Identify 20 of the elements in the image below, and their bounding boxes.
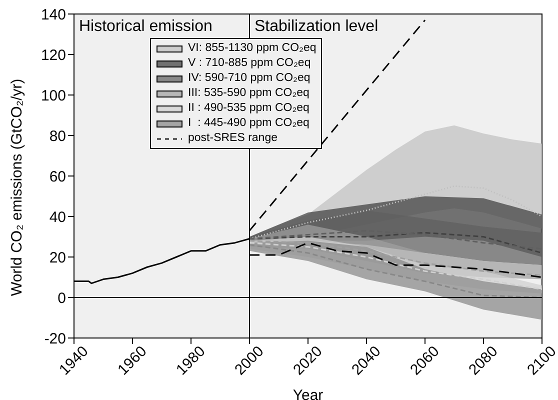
y-tick-label: 40 — [49, 208, 66, 226]
legend-label: I : 445-490 ppm CO₂eq — [188, 116, 310, 131]
y-tick-label: 120 — [40, 46, 66, 64]
legend-label: III: 535-590 ppm CO₂eq — [188, 86, 310, 101]
legend-label: post-SRES range — [188, 131, 278, 146]
legend-label: II : 490-535 ppm CO₂eq — [188, 101, 310, 116]
legend-label: V : 710-885 ppm CO₂eq — [188, 56, 311, 71]
y-tick-label: -20 — [44, 330, 66, 348]
y-tick-label: 60 — [49, 168, 66, 186]
x-axis-title: Year — [292, 387, 324, 400]
y-tick-label: 80 — [49, 128, 66, 145]
legend-label: VI: 855-1130 ppm CO₂eq — [188, 41, 316, 56]
annotation: Stabilization level — [254, 18, 378, 36]
y-tick-label: 0 — [58, 290, 66, 307]
annotation: Historical emission — [79, 18, 212, 36]
y-tick-label: 20 — [49, 249, 66, 266]
y-tick-label: 100 — [40, 87, 66, 104]
y-tick-label: 140 — [40, 6, 66, 24]
legend-label: IV: 590-710 ppm CO₂eq — [188, 71, 310, 86]
y-axis-title: World CO₂ emissions (GtCO₂/yr) — [8, 78, 26, 296]
